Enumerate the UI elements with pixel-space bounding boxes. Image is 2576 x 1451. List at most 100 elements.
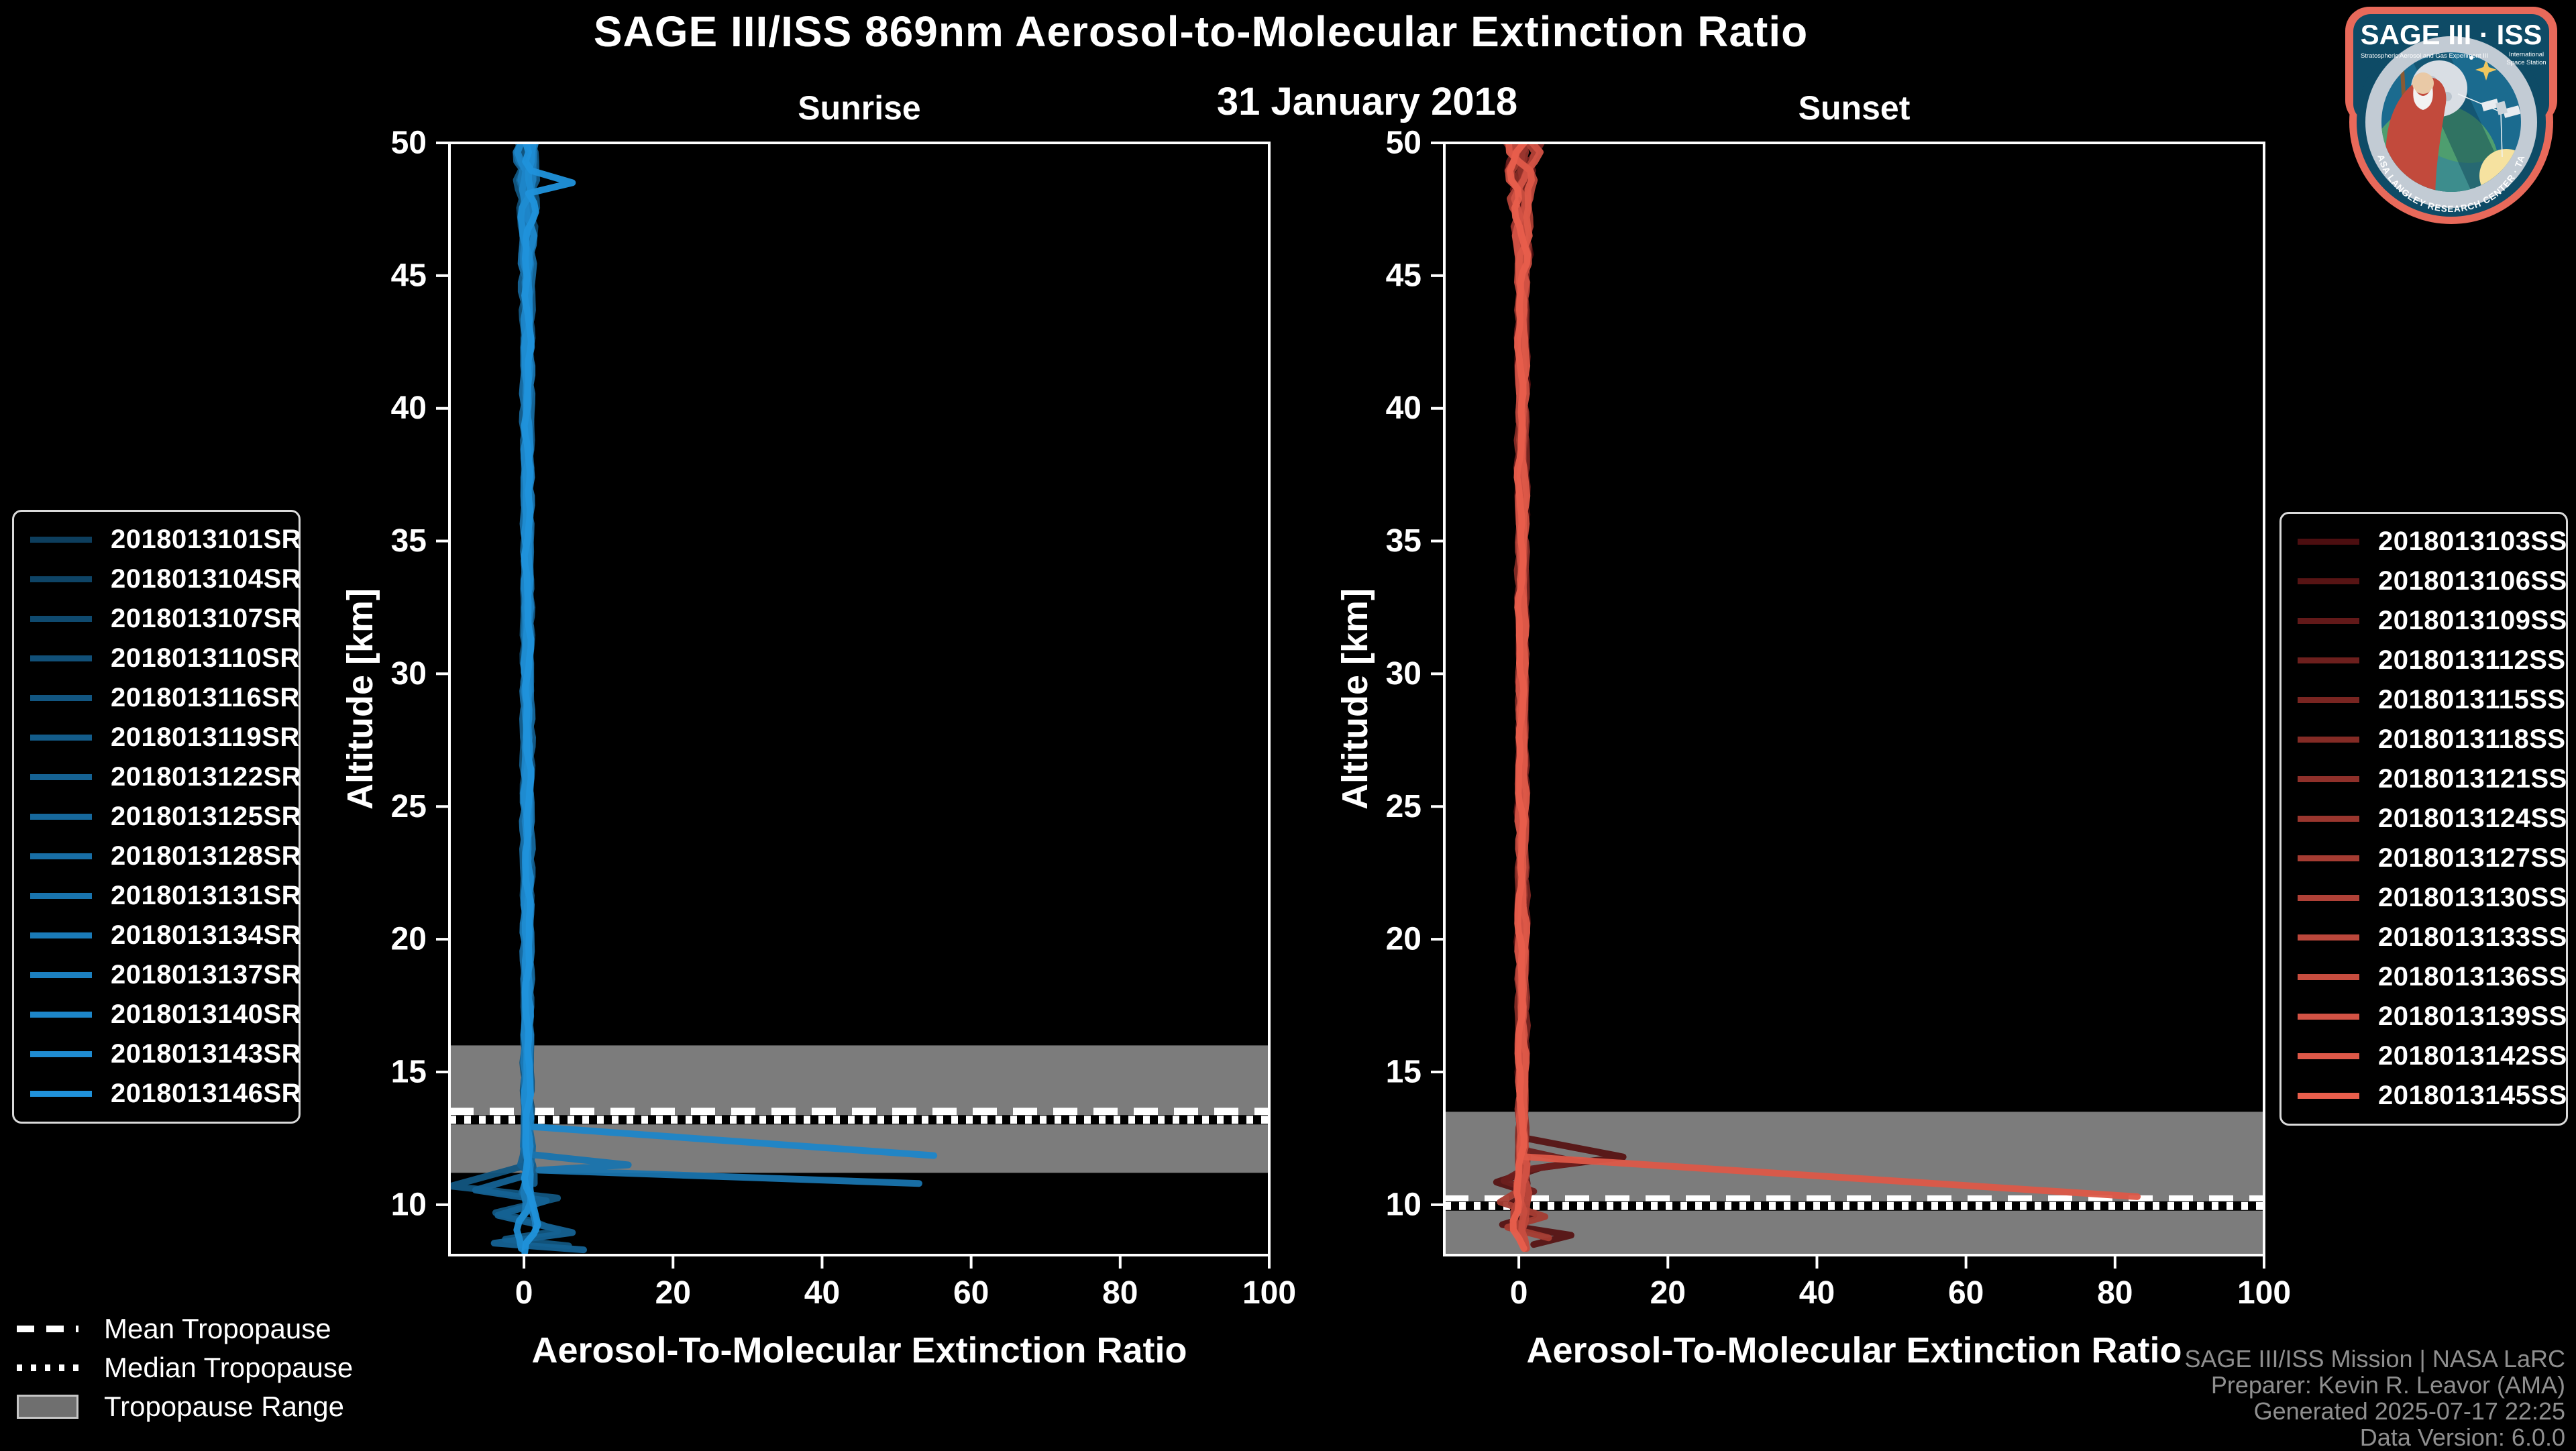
sunset-ytick-label: 15 [1386,1054,1421,1089]
legend-label: 2018013137SR [111,960,302,989]
legend-line-sample [2298,974,2359,980]
legend-item-2018013133SS: 2018013133SS [2282,922,2567,953]
sunset-ytick-label: 30 [1386,656,1421,692]
legend-line-sample [2298,816,2359,822]
legend-item-2018013146SR: 2018013146SR [14,1079,302,1109]
legend-line-sample [30,932,92,938]
median-tropopause-dotted-line-sample [17,1364,78,1371]
mean-tropopause-label: Mean Tropopause [104,1313,331,1344]
legend-item-2018013140SR: 2018013140SR [14,1000,302,1030]
legend-line-sample [2298,895,2359,901]
sunrise-panel: 10 15 20 25 30 35 40 45 50 0 20 40 60 80 100 Aerosol-To… [340,125,1296,1371]
page-title: SAGE III/ISS 869nm Aerosol-to-Molecular … [593,7,1809,56]
legend-item-2018013127SS: 2018013127SS [2282,843,2567,873]
legend-label: 2018013119SR [111,722,300,752]
logo-subtitle-right-1: International [2509,51,2544,58]
legend-label: 2018013124SS [2378,804,2567,833]
legend-item-2018013136SS: 2018013136SS [2282,962,2567,992]
legend-line-sample [30,576,92,582]
legend-line-sample [2298,1014,2359,1020]
legend-item-2018013139SS: 2018013139SS [2282,1002,2567,1032]
sunset-ytick-label: 20 [1386,922,1421,957]
sunrise-ytick-label: 35 [391,523,427,559]
legend-label: 2018013146SR [111,1079,302,1108]
logo-title: SAGE III · ISS [2361,19,2542,50]
legend-label: 2018013104SR [111,564,302,594]
legend-label: 2018013136SS [2378,962,2567,991]
legend-label: 2018013128SR [111,841,302,871]
legend-label: 2018013140SR [111,1000,302,1029]
sunset-yaxis-label: Altitude [km] [1335,588,1375,810]
legend-item-2018013109SS: 2018013109SS [2282,606,2567,636]
mean-tropopause-legend-item: Mean Tropopause [17,1309,353,1348]
legend-line-sample [30,972,92,978]
legend-item-2018013142SS: 2018013142SS [2282,1041,2567,1071]
legend-item-2018013119SR: 2018013119SR [14,722,299,753]
attribution-generated: Generated 2025-07-17 22:25 [2253,1397,2565,1425]
legend-item-2018013137SR: 2018013137SR [14,960,302,990]
sunset-series-group [1493,143,2141,1252]
sunset-ytick-label: 50 [1386,125,1421,161]
legend-label: 2018013131SR [111,881,302,910]
legend-item-2018013145SS: 2018013145SS [2282,1081,2567,1111]
sunset-xaxis-label: Aerosol-To-Molecular Extinction Ratio [1526,1330,2182,1371]
legend-label: 2018013143SR [111,1039,302,1069]
sunset-panel: 10 15 20 25 30 35 40 45 50 0 20 40 60 80 100 Aerosol-To… [1335,125,2291,1371]
legend-line-sample [2298,539,2359,545]
date-subtitle: 31 January 2018 [1216,80,1518,123]
legend-label: 2018013139SS [2378,1002,2567,1031]
legend-label: 2018013106SS [2378,566,2567,596]
legend-label: 2018013122SR [111,762,302,792]
sunset-ytick-label: 25 [1386,789,1421,824]
sunset-ytick-label: 10 [1386,1187,1421,1222]
sunrise-series-group [449,143,938,1255]
legend-line-sample [30,616,92,622]
legend-item-2018013112SS: 2018013112SS [2282,645,2566,676]
sunset-xtick-label: 100 [2237,1275,2291,1311]
legend-line-sample [2298,776,2359,782]
logo-subtitle-right-2: Space Station [2506,59,2546,66]
legend-label: 2018013115SS [2378,685,2566,714]
legend-item-2018013104SR: 2018013104SR [14,564,302,594]
legend-label: 2018013125SR [111,802,302,831]
legend-line-sample [30,774,92,780]
sunrise-ytick-label: 25 [391,789,427,824]
legend-item-2018013121SS: 2018013121SS [2282,764,2567,794]
legend-item-2018013143SR: 2018013143SR [14,1039,302,1069]
legend-item-2018013134SR: 2018013134SR [14,920,301,951]
legend-item-2018013101SR: 2018013101SR [14,525,301,555]
legend-item-2018013124SS: 2018013124SS [2282,804,2567,834]
tropopause-legend: Mean Tropopause Median Tropopause Tropop… [17,1309,353,1426]
logo-iss [2481,99,2521,118]
legend-item-2018013130SS: 2018013130SS [2282,883,2567,913]
sunrise-profile-line-2018013131SR [513,143,922,1187]
legend-label: 2018013142SS [2378,1041,2567,1071]
sunrise-ytick-label: 45 [391,258,427,293]
legend-label: 2018013109SS [2378,606,2567,635]
sunset-event-legend: 2018013103SS 2018013106SS 2018013109SS 2018… [2279,512,2568,1126]
legend-label: 2018013112SS [2378,645,2566,675]
sunset-ytick-label: 40 [1386,390,1421,426]
legend-line-sample [30,814,92,820]
legend-item-2018013106SS: 2018013106SS [2282,566,2567,596]
mean-tropopause-dashed-line-sample [17,1326,78,1332]
attribution-preparer: Preparer: Kevin R. Leavor (AMA) [2210,1371,2565,1399]
sunset-profile-line-2018013112SS [1500,143,1582,1195]
legend-line-sample [2298,578,2359,584]
legend-line-sample [30,893,92,899]
legend-label: 2018013116SR [111,683,300,712]
sunset-profile-line-2018013145SS [1507,143,1532,1252]
legend-label: 2018013127SS [2378,843,2567,873]
legend-label: 2018013130SS [2378,883,2567,912]
legend-item-2018013116SR: 2018013116SR [14,683,299,713]
legend-line-sample [2298,1053,2359,1059]
median-tropopause-label: Median Tropopause [104,1352,354,1383]
sunrise-ytick-label: 40 [391,390,427,426]
median-tropopause-legend-item: Median Tropopause [17,1348,353,1387]
legend-label: 2018013118SS [2378,724,2566,754]
sunrise-xtick-label: 100 [1242,1275,1296,1311]
legend-line-sample [30,1012,92,1018]
sunrise-xtick-label: 20 [655,1275,691,1311]
sunset-profile-line-2018013142SS [1505,143,2141,1200]
legend-item-2018013128SR: 2018013128SR [14,841,302,871]
